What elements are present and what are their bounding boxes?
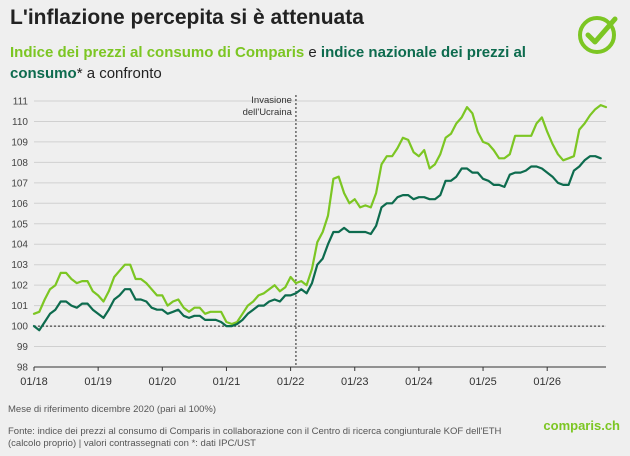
line-chart: 98 99 100 101 102 103 104 105 106 107 108 109 110 111…: [11, 95, 608, 388]
series-line-comparis: [32, 104, 608, 326]
brand-logo: comparis.ch: [543, 418, 620, 433]
subtitle-suffix: * a confronto: [76, 65, 162, 82]
x-tick-label: 01/18: [20, 376, 48, 388]
y-tick-label: 103: [11, 260, 28, 271]
y-tick-label: 105: [11, 219, 28, 230]
subtitle-series-national: indice nazionale dei prezzi al consumo: [10, 44, 526, 82]
series-line-national: [32, 155, 602, 332]
y-tick-label: 100: [11, 322, 28, 333]
x-tick-label: 01/25: [469, 376, 497, 388]
chart-subtitle: Indice dei prezzi al consumo di Comparis…: [10, 42, 530, 84]
chart-title: L'inflazione percepita si è attenuata: [10, 6, 364, 29]
y-tick-label: 109: [11, 137, 28, 148]
y-tick-label: 98: [17, 363, 29, 374]
y-tick-label: 107: [11, 178, 28, 189]
x-tick-label: 01/23: [341, 376, 369, 388]
annotation-label: Invasione: [251, 95, 292, 106]
y-tick-label: 101: [11, 301, 28, 312]
y-tick-label: 104: [11, 240, 28, 251]
x-tick-label: 01/26: [533, 376, 561, 388]
annotation-label: dell'Ucraina: [243, 107, 293, 118]
x-tick-label: 01/22: [277, 376, 305, 388]
x-tick-label: 01/24: [405, 376, 433, 388]
y-tick-label: 108: [11, 158, 28, 169]
source-note: Fonte: indice dei prezzi al consumo di C…: [8, 426, 502, 449]
y-tick-label: 99: [17, 342, 29, 353]
x-tick-label: 01/20: [149, 376, 177, 388]
y-tick-label: 110: [12, 117, 28, 128]
x-tick-label: 01/19: [84, 376, 112, 388]
y-tick-label: 111: [13, 97, 29, 108]
checkmark-circle-icon: [578, 16, 618, 54]
subtitle-connector: e: [304, 44, 321, 61]
reference-note: Mese di riferimento dicembre 2020 (pari …: [8, 404, 217, 415]
y-tick-label: 106: [11, 199, 28, 210]
x-tick-label: 01/21: [213, 376, 241, 388]
subtitle-series-comparis: Indice dei prezzi al consumo di Comparis: [10, 44, 305, 61]
y-tick-label: 102: [11, 281, 28, 292]
